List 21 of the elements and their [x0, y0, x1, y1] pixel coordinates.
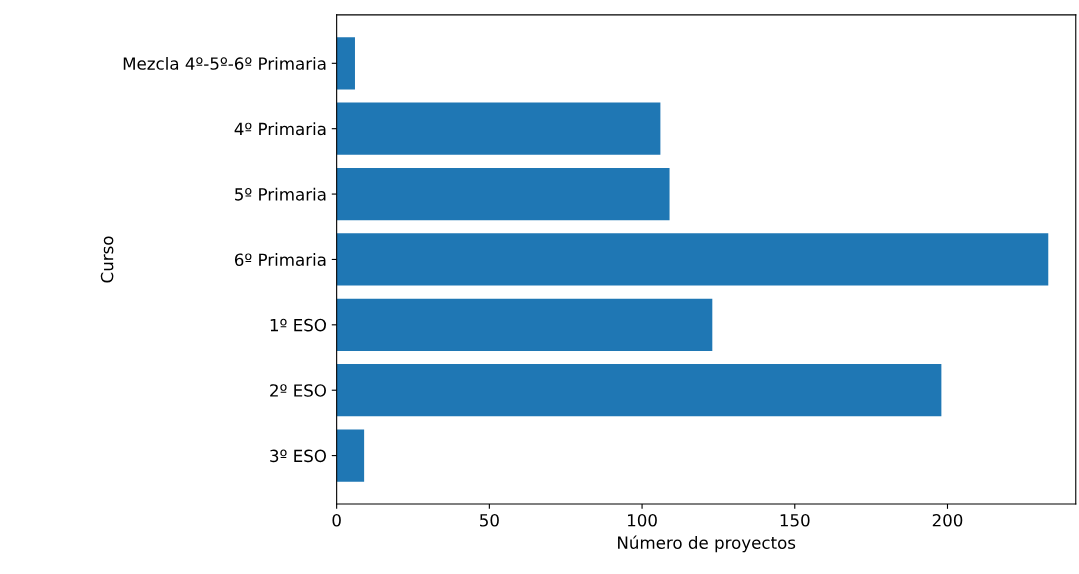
bar: [336, 167, 670, 221]
x-tick-label: 200: [932, 513, 963, 527]
y-tick-label: 1º ESO: [270, 318, 326, 332]
bar: [336, 364, 942, 417]
y-tick-label: Mezcla 4º-5º-6º Primaria: [123, 56, 326, 70]
x-tick-label: 0: [332, 513, 341, 527]
x-axis-title: Número de proyectos: [618, 535, 796, 553]
bar: [336, 233, 1049, 286]
y-tick-label: 5º Primaria: [235, 187, 326, 201]
y-tick-label: 2º ESO: [270, 384, 326, 397]
x-tick-label: 50: [480, 513, 499, 527]
x-tick-label: 150: [780, 513, 810, 527]
y-tick-label: 4º Primaria: [234, 122, 326, 136]
bar: [336, 298, 713, 351]
bar: [336, 37, 355, 90]
x-tick-label: 100: [627, 513, 657, 527]
y-tick-label: 3º ESO: [270, 449, 326, 463]
bar: [336, 429, 365, 482]
y-axis-title: Curso: [100, 236, 114, 283]
bar: [336, 102, 661, 155]
y-tick-label: 6º Primaria: [234, 253, 326, 267]
